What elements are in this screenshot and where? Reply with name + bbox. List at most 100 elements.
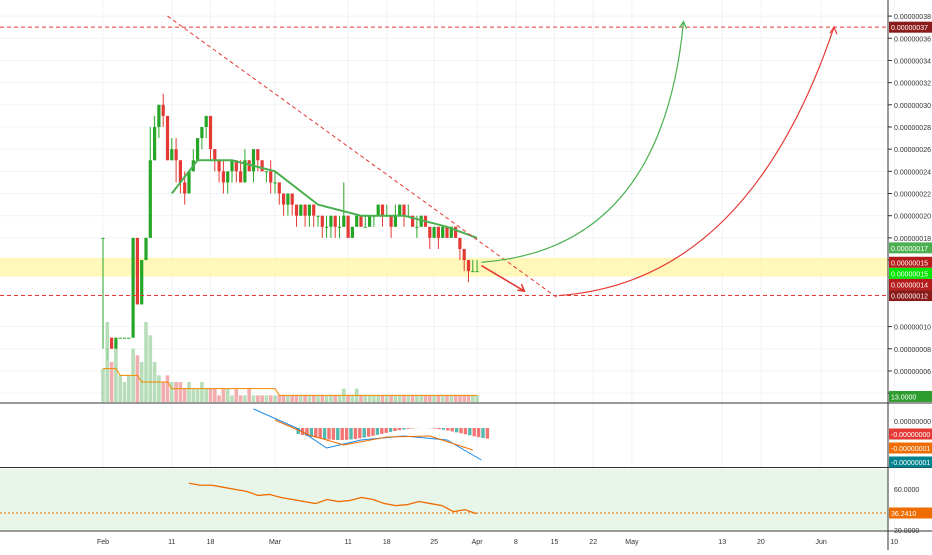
- price-tick-label: 0.00000008: [894, 347, 931, 354]
- price-badge-label: 13.0000: [891, 394, 916, 401]
- candle-body: [445, 227, 448, 238]
- candle-body: [179, 160, 182, 182]
- time-tick-label: 11: [344, 539, 351, 546]
- rsi-badge-label: 36.2410: [891, 511, 916, 518]
- volume-bar: [123, 382, 127, 402]
- volume-bar: [252, 395, 256, 402]
- volume-bar: [192, 389, 196, 402]
- macd-badge-label: -0.00000000: [891, 432, 930, 439]
- volume-bar: [136, 355, 140, 402]
- candle-body: [355, 216, 358, 227]
- volume-bar: [402, 395, 406, 402]
- price-tick-label: 0.00000020: [894, 214, 931, 221]
- macd-histogram-bar: [319, 428, 322, 438]
- price-tick-label: 0.00000028: [894, 125, 931, 132]
- candle-body: [471, 271, 474, 272]
- volume-bar: [299, 395, 303, 402]
- volume-bar: [161, 382, 165, 402]
- candle-body: [157, 105, 160, 127]
- time-tick-label: 13: [718, 539, 726, 546]
- time-tick-label: 8: [514, 539, 518, 546]
- candle-body: [149, 160, 152, 238]
- candle-body: [213, 149, 216, 160]
- volume-bar: [101, 369, 105, 402]
- volume-bar: [290, 395, 294, 402]
- volume-bar: [359, 395, 363, 402]
- volume-bar: [217, 395, 221, 402]
- volume-bar: [467, 395, 471, 402]
- price-tick-label: 0.00000010: [894, 325, 931, 332]
- candle-body: [123, 338, 126, 339]
- macd-histogram-bar: [376, 428, 379, 435]
- time-tick-label: 10: [890, 539, 898, 546]
- macd-histogram-bar: [367, 428, 370, 437]
- volume-bar: [282, 395, 286, 402]
- volume-bar: [338, 395, 342, 402]
- volume-bar: [364, 395, 368, 402]
- candle-body: [286, 194, 289, 205]
- candle-body: [127, 338, 130, 339]
- volume-bar: [204, 389, 208, 402]
- volume-bar: [269, 395, 273, 402]
- candle-body: [144, 238, 147, 260]
- price-axis[interactable]: 0.000000380.000000360.000000340.00000032…: [888, 0, 932, 550]
- volume-bar: [475, 395, 479, 402]
- time-tick-label: May: [625, 539, 639, 546]
- volume-bar: [278, 395, 282, 402]
- macd-tick-label: 0.00000000: [894, 419, 931, 426]
- volume-bar: [110, 362, 114, 402]
- volume-bar: [243, 395, 247, 402]
- candle-body: [325, 227, 328, 228]
- volume-bar: [432, 395, 436, 402]
- macd-histogram-bar: [389, 428, 392, 432]
- candle-body: [140, 260, 143, 304]
- macd-histogram-bar: [446, 428, 449, 431]
- candle-body: [218, 160, 221, 171]
- macd-histogram-bar: [332, 428, 335, 440]
- rsi-band: [0, 469, 888, 530]
- candle-body: [166, 116, 169, 160]
- candle-body: [368, 216, 371, 227]
- candle-body: [222, 171, 225, 182]
- macd-histogram-bar: [345, 428, 348, 440]
- price-tick-label: 0.00000038: [894, 14, 931, 21]
- volume-bar: [174, 382, 178, 402]
- price-badge-label: 0.00000017: [891, 246, 928, 253]
- time-tick-label: 18: [207, 539, 215, 546]
- macd-histogram-bar: [385, 428, 388, 433]
- volume-bar: [295, 395, 299, 402]
- macd-histogram-bar: [393, 428, 396, 431]
- candle-body: [239, 171, 242, 182]
- candle-body: [458, 238, 461, 249]
- volume-bar: [329, 395, 333, 402]
- volume-bar: [389, 395, 393, 402]
- volume-bar: [398, 395, 402, 402]
- volume-bar: [213, 389, 217, 402]
- price-tick-label: 0.00000018: [894, 236, 931, 243]
- macd-histogram-bar: [358, 428, 361, 438]
- candle-body: [136, 238, 139, 305]
- volume-bar: [260, 395, 264, 402]
- volume-bar: [454, 395, 458, 402]
- volume-bar: [441, 395, 445, 402]
- candle-body: [209, 116, 212, 149]
- candle-body: [467, 260, 470, 271]
- candle-body: [342, 216, 345, 227]
- candle-body: [312, 205, 315, 216]
- candle-body: [351, 227, 354, 238]
- time-tick-label: 22: [589, 539, 597, 546]
- price-tick-label: 0.00000036: [894, 36, 931, 43]
- candle-body: [415, 227, 418, 228]
- volume-bar: [316, 395, 320, 402]
- volume-bar: [226, 389, 230, 402]
- time-tick-label: 11: [168, 539, 175, 546]
- volume-bar: [239, 395, 243, 402]
- macd-histogram-bar: [473, 428, 476, 436]
- macd-histogram-bar: [481, 428, 484, 438]
- candle-body: [187, 171, 190, 193]
- candle-body: [304, 205, 307, 216]
- macd-histogram-bar: [468, 428, 471, 435]
- volume-bar: [376, 395, 380, 402]
- volume-bar: [170, 382, 174, 402]
